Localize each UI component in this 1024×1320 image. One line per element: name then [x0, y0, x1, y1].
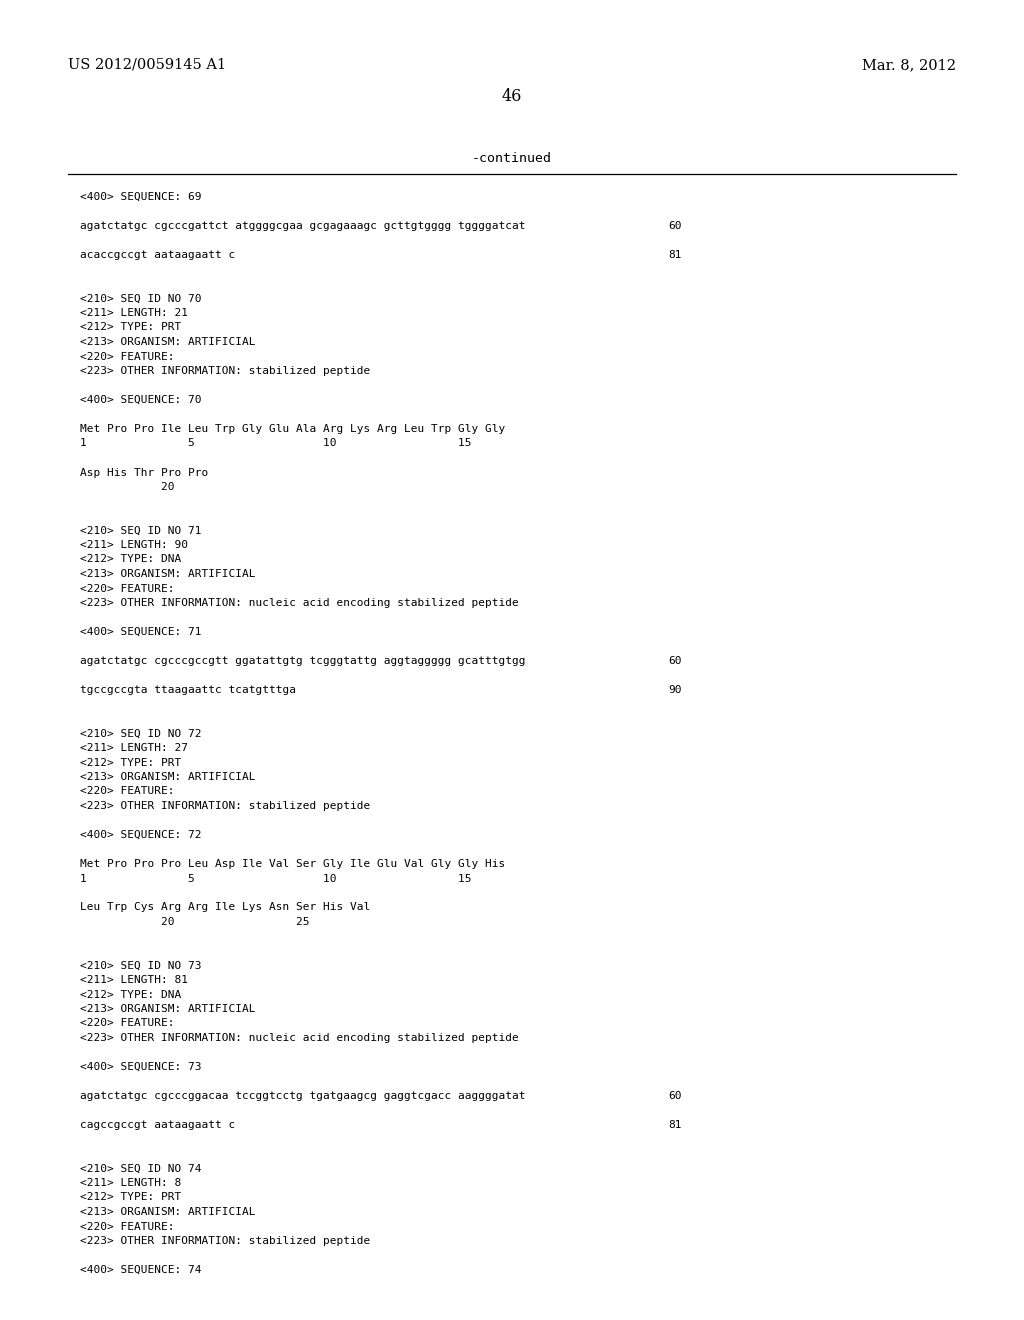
Text: <212> TYPE: PRT: <212> TYPE: PRT: [80, 1192, 181, 1203]
Text: <212> TYPE: PRT: <212> TYPE: PRT: [80, 758, 181, 767]
Text: <400> SEQUENCE: 71: <400> SEQUENCE: 71: [80, 627, 202, 638]
Text: -continued: -continued: [472, 152, 552, 165]
Text: <211> LENGTH: 81: <211> LENGTH: 81: [80, 975, 188, 985]
Text: <223> OTHER INFORMATION: nucleic acid encoding stabilized peptide: <223> OTHER INFORMATION: nucleic acid en…: [80, 1034, 519, 1043]
Text: <220> FEATURE:: <220> FEATURE:: [80, 351, 174, 362]
Text: 81: 81: [668, 249, 682, 260]
Text: <211> LENGTH: 27: <211> LENGTH: 27: [80, 743, 188, 752]
Text: <220> FEATURE:: <220> FEATURE:: [80, 583, 174, 594]
Text: <220> FEATURE:: <220> FEATURE:: [80, 1221, 174, 1232]
Text: <213> ORGANISM: ARTIFICIAL: <213> ORGANISM: ARTIFICIAL: [80, 1206, 256, 1217]
Text: 60: 60: [668, 656, 682, 667]
Text: <223> OTHER INFORMATION: stabilized peptide: <223> OTHER INFORMATION: stabilized pept…: [80, 1236, 371, 1246]
Text: 1               5                   10                  15: 1 5 10 15: [80, 438, 471, 449]
Text: <210> SEQ ID NO 70: <210> SEQ ID NO 70: [80, 293, 202, 304]
Text: <212> TYPE: DNA: <212> TYPE: DNA: [80, 554, 181, 565]
Text: <211> LENGTH: 90: <211> LENGTH: 90: [80, 540, 188, 550]
Text: <210> SEQ ID NO 74: <210> SEQ ID NO 74: [80, 1163, 202, 1173]
Text: <210> SEQ ID NO 71: <210> SEQ ID NO 71: [80, 525, 202, 536]
Text: <211> LENGTH: 21: <211> LENGTH: 21: [80, 308, 188, 318]
Text: <211> LENGTH: 8: <211> LENGTH: 8: [80, 1177, 181, 1188]
Text: <223> OTHER INFORMATION: stabilized peptide: <223> OTHER INFORMATION: stabilized pept…: [80, 801, 371, 810]
Text: <220> FEATURE:: <220> FEATURE:: [80, 787, 174, 796]
Text: agatctatgc cgcccgattct atggggcgaa gcgagaaagc gcttgtgggg tggggatcat: agatctatgc cgcccgattct atggggcgaa gcgaga…: [80, 220, 525, 231]
Text: <212> TYPE: DNA: <212> TYPE: DNA: [80, 990, 181, 999]
Text: 20: 20: [80, 482, 174, 492]
Text: 46: 46: [502, 88, 522, 106]
Text: agatctatgc cgcccgccgtt ggatattgtg tcgggtattg aggtaggggg gcatttgtgg: agatctatgc cgcccgccgtt ggatattgtg tcgggt…: [80, 656, 525, 667]
Text: Mar. 8, 2012: Mar. 8, 2012: [862, 58, 956, 73]
Text: Asp His Thr Pro Pro: Asp His Thr Pro Pro: [80, 467, 208, 478]
Text: <213> ORGANISM: ARTIFICIAL: <213> ORGANISM: ARTIFICIAL: [80, 569, 256, 579]
Text: 60: 60: [668, 220, 682, 231]
Text: <212> TYPE: PRT: <212> TYPE: PRT: [80, 322, 181, 333]
Text: 1               5                   10                  15: 1 5 10 15: [80, 874, 471, 883]
Text: Met Pro Pro Pro Leu Asp Ile Val Ser Gly Ile Glu Val Gly Gly His: Met Pro Pro Pro Leu Asp Ile Val Ser Gly …: [80, 859, 505, 869]
Text: <223> OTHER INFORMATION: nucleic acid encoding stabilized peptide: <223> OTHER INFORMATION: nucleic acid en…: [80, 598, 519, 609]
Text: <223> OTHER INFORMATION: stabilized peptide: <223> OTHER INFORMATION: stabilized pept…: [80, 366, 371, 376]
Text: Leu Trp Cys Arg Arg Ile Lys Asn Ser His Val: Leu Trp Cys Arg Arg Ile Lys Asn Ser His …: [80, 903, 371, 912]
Text: Met Pro Pro Ile Leu Trp Gly Glu Ala Arg Lys Arg Leu Trp Gly Gly: Met Pro Pro Ile Leu Trp Gly Glu Ala Arg …: [80, 424, 505, 434]
Text: <400> SEQUENCE: 70: <400> SEQUENCE: 70: [80, 395, 202, 405]
Text: <400> SEQUENCE: 69: <400> SEQUENCE: 69: [80, 191, 202, 202]
Text: cagccgccgt aataagaatt c: cagccgccgt aataagaatt c: [80, 1119, 236, 1130]
Text: <213> ORGANISM: ARTIFICIAL: <213> ORGANISM: ARTIFICIAL: [80, 772, 256, 781]
Text: 20                  25: 20 25: [80, 917, 309, 927]
Text: 60: 60: [668, 1092, 682, 1101]
Text: <213> ORGANISM: ARTIFICIAL: <213> ORGANISM: ARTIFICIAL: [80, 337, 256, 347]
Text: <210> SEQ ID NO 72: <210> SEQ ID NO 72: [80, 729, 202, 738]
Text: <213> ORGANISM: ARTIFICIAL: <213> ORGANISM: ARTIFICIAL: [80, 1005, 256, 1014]
Text: acaccgccgt aataagaatt c: acaccgccgt aataagaatt c: [80, 249, 236, 260]
Text: tgccgccgta ttaagaattc tcatgtttga: tgccgccgta ttaagaattc tcatgtttga: [80, 685, 296, 696]
Text: <400> SEQUENCE: 72: <400> SEQUENCE: 72: [80, 830, 202, 840]
Text: <210> SEQ ID NO 73: <210> SEQ ID NO 73: [80, 961, 202, 970]
Text: agatctatgc cgcccggacaa tccggtcctg tgatgaagcg gaggtcgacc aaggggatat: agatctatgc cgcccggacaa tccggtcctg tgatga…: [80, 1092, 525, 1101]
Text: US 2012/0059145 A1: US 2012/0059145 A1: [68, 58, 226, 73]
Text: <220> FEATURE:: <220> FEATURE:: [80, 1019, 174, 1028]
Text: 90: 90: [668, 685, 682, 696]
Text: <400> SEQUENCE: 73: <400> SEQUENCE: 73: [80, 1063, 202, 1072]
Text: <400> SEQUENCE: 74: <400> SEQUENCE: 74: [80, 1265, 202, 1275]
Text: 81: 81: [668, 1119, 682, 1130]
